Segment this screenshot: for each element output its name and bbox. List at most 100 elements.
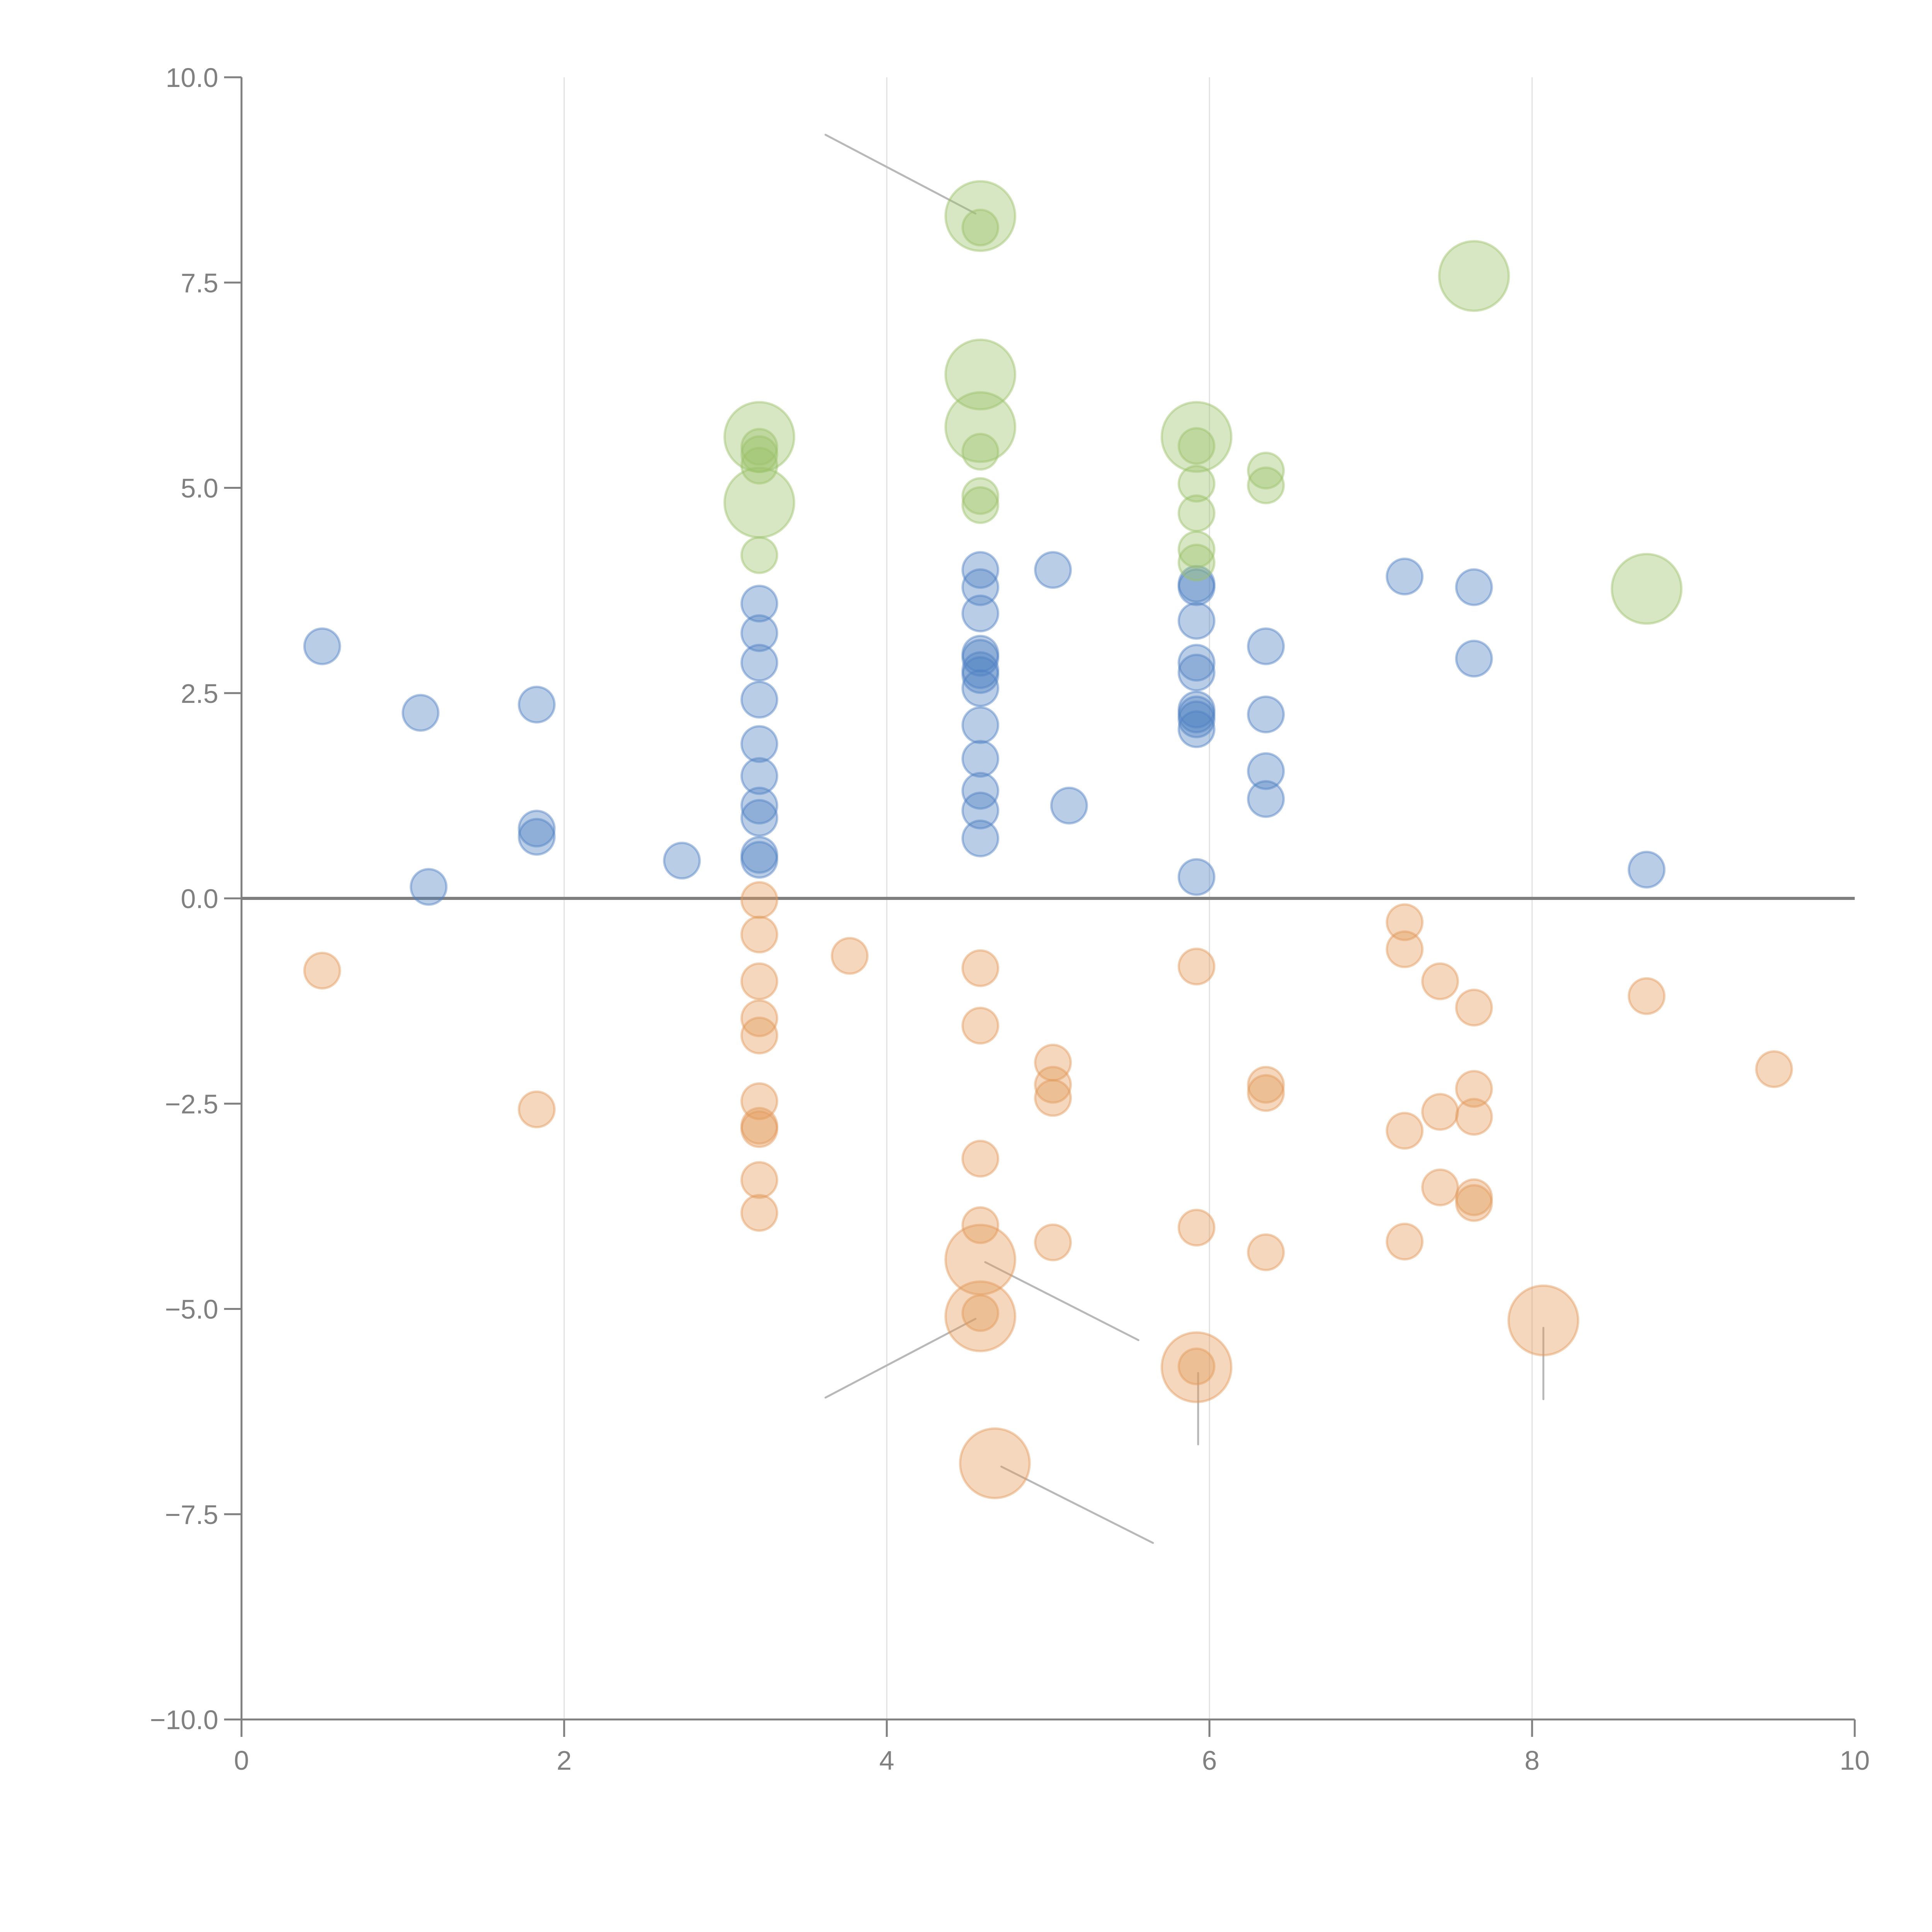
data-point-blue[interactable] bbox=[1247, 627, 1285, 665]
data-point-orange[interactable] bbox=[1177, 947, 1216, 986]
data-point-blue[interactable] bbox=[1034, 551, 1072, 589]
data-point-blue[interactable] bbox=[1386, 558, 1424, 595]
data-point-orange[interactable] bbox=[740, 1016, 779, 1054]
data-point-green[interactable] bbox=[1177, 427, 1216, 465]
data-point-blue[interactable] bbox=[1177, 710, 1216, 748]
data-point-orange[interactable] bbox=[961, 949, 1000, 987]
data-point-orange[interactable] bbox=[961, 1007, 1000, 1045]
data-point-blue[interactable] bbox=[1177, 644, 1216, 682]
data-point-blue[interactable] bbox=[1247, 752, 1285, 790]
data-point-blue[interactable] bbox=[961, 651, 1000, 689]
data-point-orange[interactable] bbox=[1421, 962, 1459, 1000]
data-point-blue[interactable] bbox=[1247, 696, 1285, 733]
data-point-blue[interactable] bbox=[740, 614, 779, 652]
data-point-blue[interactable] bbox=[961, 819, 1000, 857]
data-point-orange[interactable] bbox=[1421, 1168, 1459, 1206]
data-point-blue[interactable] bbox=[1050, 786, 1088, 825]
data-point-orange[interactable] bbox=[1386, 903, 1424, 941]
data-point-orange[interactable] bbox=[1455, 1070, 1493, 1108]
data-point-green[interactable] bbox=[944, 391, 1017, 463]
data-point-blue[interactable] bbox=[518, 818, 556, 856]
data-point-orange[interactable] bbox=[1177, 1347, 1216, 1386]
data-point-green[interactable] bbox=[961, 208, 1000, 247]
data-point-orange[interactable] bbox=[961, 1206, 1000, 1244]
data-point-orange[interactable] bbox=[1034, 1223, 1072, 1262]
data-point-blue[interactable] bbox=[740, 680, 779, 719]
data-point-orange[interactable] bbox=[830, 937, 869, 975]
data-point-orange[interactable] bbox=[740, 1161, 779, 1199]
data-point-green[interactable] bbox=[723, 466, 796, 539]
data-point-blue[interactable] bbox=[1177, 696, 1216, 733]
data-point-blue[interactable] bbox=[1455, 568, 1493, 606]
data-point-green[interactable] bbox=[740, 435, 779, 473]
data-point-blue[interactable] bbox=[740, 585, 779, 623]
data-point-orange[interactable] bbox=[740, 915, 779, 954]
data-point-orange[interactable] bbox=[518, 1090, 556, 1129]
data-point-blue[interactable] bbox=[961, 639, 1000, 677]
data-point-orange[interactable] bbox=[1247, 1066, 1285, 1104]
data-point-orange[interactable] bbox=[740, 881, 779, 919]
data-point-orange[interactable] bbox=[1160, 1331, 1233, 1403]
data-point-blue[interactable] bbox=[1177, 700, 1216, 738]
data-point-green[interactable] bbox=[740, 428, 779, 466]
data-point-orange[interactable] bbox=[961, 1294, 1000, 1332]
data-point-green[interactable] bbox=[740, 447, 779, 485]
data-point-blue[interactable] bbox=[1628, 850, 1666, 889]
data-point-blue[interactable] bbox=[961, 791, 1000, 830]
data-point-orange[interactable] bbox=[1247, 1074, 1285, 1112]
data-point-orange[interactable] bbox=[740, 1110, 779, 1148]
data-point-blue[interactable] bbox=[1177, 653, 1216, 692]
data-point-blue[interactable] bbox=[961, 551, 1000, 589]
data-point-orange[interactable] bbox=[740, 1107, 779, 1145]
data-point-orange[interactable] bbox=[740, 962, 779, 1000]
data-point-orange[interactable] bbox=[1386, 930, 1424, 968]
data-point-green[interactable] bbox=[740, 536, 779, 574]
data-point-blue[interactable] bbox=[740, 841, 779, 879]
data-point-orange[interactable] bbox=[1177, 1209, 1216, 1247]
data-point-blue[interactable] bbox=[1177, 565, 1216, 603]
data-point-green[interactable] bbox=[961, 486, 1000, 524]
data-point-blue[interactable] bbox=[961, 669, 1000, 707]
data-point-blue[interactable] bbox=[740, 644, 779, 682]
data-point-orange[interactable] bbox=[1628, 977, 1666, 1015]
data-point-blue[interactable] bbox=[961, 706, 1000, 744]
data-point-blue[interactable] bbox=[1177, 690, 1216, 729]
data-point-orange[interactable] bbox=[1034, 1044, 1072, 1082]
data-point-green[interactable] bbox=[1611, 553, 1683, 625]
data-point-orange[interactable] bbox=[1455, 1184, 1493, 1222]
data-point-green[interactable] bbox=[1160, 401, 1233, 473]
data-point-orange[interactable] bbox=[1755, 1050, 1793, 1088]
data-point-blue[interactable] bbox=[410, 868, 448, 906]
data-point-blue[interactable] bbox=[961, 594, 1000, 633]
data-point-green[interactable] bbox=[1247, 451, 1285, 490]
data-point-blue[interactable] bbox=[740, 836, 779, 874]
data-point-blue[interactable] bbox=[518, 810, 556, 848]
data-point-blue[interactable] bbox=[961, 656, 1000, 694]
data-point-green[interactable] bbox=[1177, 464, 1216, 503]
data-point-blue[interactable] bbox=[740, 799, 779, 837]
data-point-green[interactable] bbox=[723, 401, 796, 473]
data-point-orange[interactable] bbox=[303, 952, 341, 990]
data-point-orange[interactable] bbox=[1034, 1066, 1072, 1104]
data-point-green[interactable] bbox=[944, 338, 1017, 411]
data-point-blue[interactable] bbox=[740, 757, 779, 795]
data-point-orange[interactable] bbox=[1034, 1079, 1072, 1117]
data-point-blue[interactable] bbox=[1177, 602, 1216, 640]
data-point-blue[interactable] bbox=[961, 740, 1000, 778]
data-point-orange[interactable] bbox=[1455, 1098, 1493, 1136]
data-point-orange[interactable] bbox=[1455, 1178, 1493, 1216]
data-point-blue[interactable] bbox=[401, 694, 440, 732]
data-point-green[interactable] bbox=[1438, 240, 1510, 312]
data-point-orange[interactable] bbox=[1247, 1233, 1285, 1271]
data-point-blue[interactable] bbox=[1177, 568, 1216, 606]
data-point-orange[interactable] bbox=[1421, 1093, 1459, 1131]
data-point-orange[interactable] bbox=[1455, 988, 1493, 1027]
data-point-green[interactable] bbox=[961, 477, 1000, 515]
data-point-blue[interactable] bbox=[740, 725, 779, 763]
data-point-orange[interactable] bbox=[1386, 1112, 1424, 1150]
data-point-blue[interactable] bbox=[663, 842, 701, 880]
data-point-green[interactable] bbox=[1177, 543, 1216, 582]
data-point-blue[interactable] bbox=[303, 627, 341, 665]
data-point-orange[interactable] bbox=[959, 1427, 1031, 1499]
data-point-orange[interactable] bbox=[740, 999, 779, 1037]
